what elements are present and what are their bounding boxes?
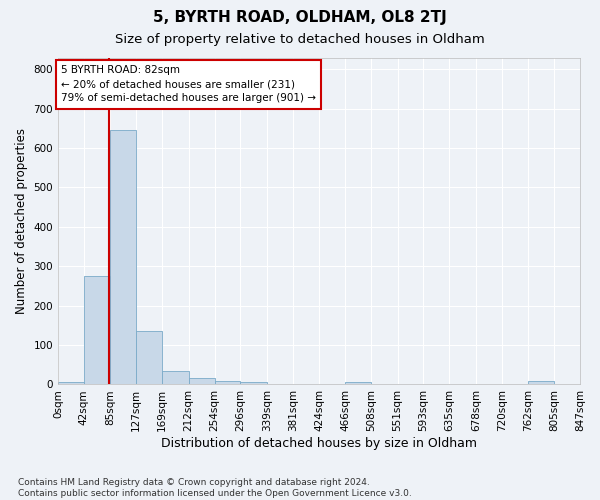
Text: Contains HM Land Registry data © Crown copyright and database right 2024.
Contai: Contains HM Land Registry data © Crown c…: [18, 478, 412, 498]
Bar: [241, 382, 267, 384]
Bar: [162, 372, 188, 384]
Bar: [136, 332, 162, 384]
Text: Size of property relative to detached houses in Oldham: Size of property relative to detached ho…: [115, 32, 485, 46]
Bar: [58, 382, 84, 384]
Bar: [188, 378, 215, 384]
X-axis label: Distribution of detached houses by size in Oldham: Distribution of detached houses by size …: [161, 437, 477, 450]
Bar: [215, 380, 241, 384]
Text: 5, BYRTH ROAD, OLDHAM, OL8 2TJ: 5, BYRTH ROAD, OLDHAM, OL8 2TJ: [153, 10, 447, 25]
Text: 5 BYRTH ROAD: 82sqm
← 20% of detached houses are smaller (231)
79% of semi-detac: 5 BYRTH ROAD: 82sqm ← 20% of detached ho…: [61, 66, 316, 104]
Y-axis label: Number of detached properties: Number of detached properties: [15, 128, 28, 314]
Bar: [110, 130, 136, 384]
Bar: [84, 276, 110, 384]
Bar: [345, 382, 371, 384]
Bar: [527, 382, 554, 384]
